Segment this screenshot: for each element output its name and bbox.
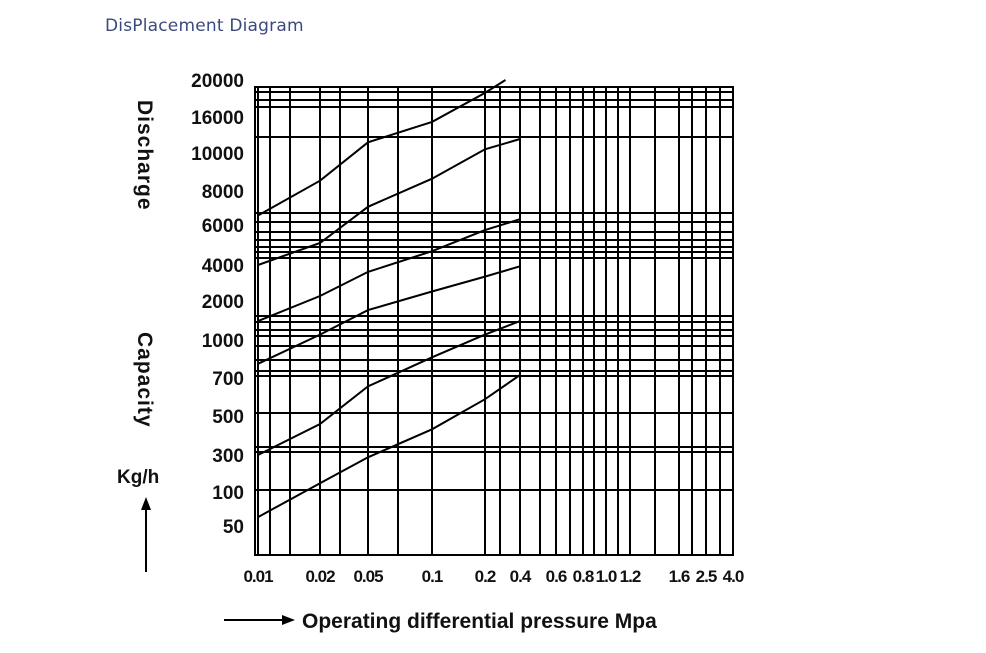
y-tick-label: 16000 xyxy=(191,108,244,129)
series-line-5 xyxy=(257,320,521,456)
y-tick-label: 6000 xyxy=(202,216,244,237)
y-tick-label: 1000 xyxy=(202,331,244,352)
x-tick-label: 0.2 xyxy=(475,567,496,586)
y-tick-label: 500 xyxy=(212,407,244,428)
series-line-1 xyxy=(257,79,507,217)
series-line-2 xyxy=(257,138,521,266)
x-tick-labels: 0.01 0.02 0.05 0.1 0.2 0.4 0.6 0.8 1.0 1.2 1.6 2.5 4… xyxy=(243,567,744,586)
x-tick-label: 0.4 xyxy=(510,567,532,586)
x-tick-label: 1.0 xyxy=(596,567,617,586)
y-tick-label: 8000 xyxy=(202,182,244,203)
x-tick-label: 0.01 xyxy=(243,567,273,586)
x-axis-arrow-icon xyxy=(224,615,295,625)
x-tick-label: 0.6 xyxy=(546,567,567,586)
x-tick-label: 0.8 xyxy=(573,567,594,586)
y-tick-labels: 20000 16000 10000 8000 6000 4000 2000 1000 700 50… xyxy=(191,71,244,538)
y-tick-label: 700 xyxy=(212,369,244,390)
y-tick-label: 300 xyxy=(212,446,244,467)
series-line-6 xyxy=(257,374,521,518)
y-tick-label: 100 xyxy=(212,483,244,504)
x-tick-label: 0.1 xyxy=(422,567,443,586)
x-tick-label: 1.2 xyxy=(620,567,641,586)
x-axis-title: Operating differential pressure Mpa xyxy=(302,610,657,633)
x-tick-label: 2.5 xyxy=(696,567,717,586)
y-tick-label: 20000 xyxy=(191,71,244,92)
y-tick-label: 2000 xyxy=(202,292,244,313)
y-axis-arrow-icon xyxy=(141,497,151,572)
x-tick-label: 4.0 xyxy=(723,567,744,586)
y-tick-label: 50 xyxy=(223,517,244,538)
y-tick-label: 4000 xyxy=(202,256,244,277)
y-axis-unit: Kg/h xyxy=(117,467,159,488)
series-line-4 xyxy=(257,265,521,365)
y-axis-title-discharge: Discharge xyxy=(133,100,156,211)
curves xyxy=(257,79,521,518)
y-axis-title-capacity: Capacity xyxy=(133,332,156,428)
series-line-3 xyxy=(257,218,521,323)
page-title: DisPlacement Diagram xyxy=(105,16,304,36)
grid xyxy=(254,86,734,556)
x-tick-label: 0.02 xyxy=(305,567,335,586)
x-tick-label: 0.05 xyxy=(353,567,383,586)
x-tick-label: 1.6 xyxy=(669,567,690,586)
y-tick-label: 10000 xyxy=(191,144,244,165)
